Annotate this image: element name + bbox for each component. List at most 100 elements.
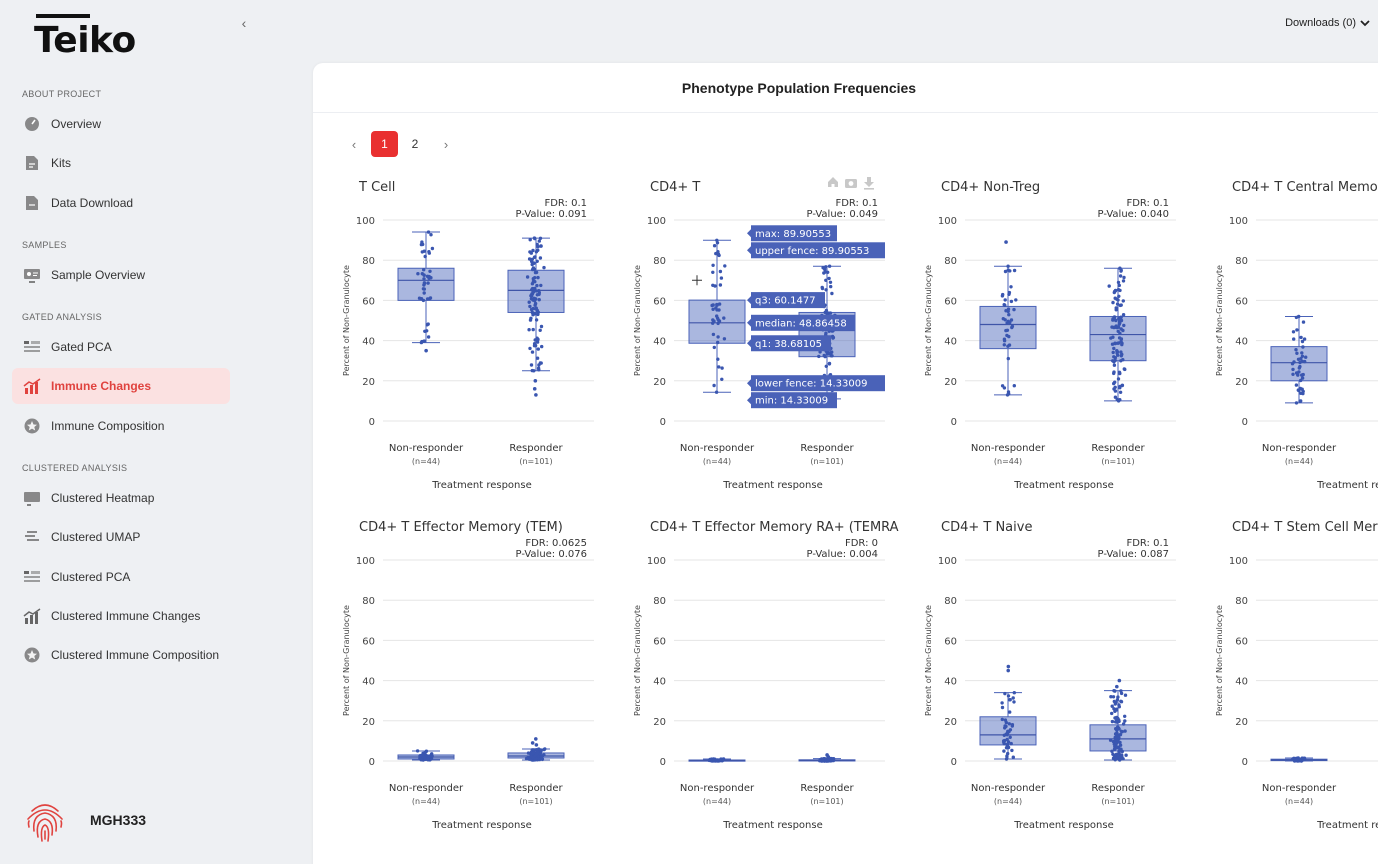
data-point xyxy=(1300,339,1305,344)
y-tick-label: 20 xyxy=(944,377,957,388)
data-point xyxy=(1123,729,1127,733)
box-plot-panel[interactable]: CD4+ T Stem Cell Mer 0 20 40 60 80 100 Percent … xyxy=(1214,513,1378,843)
y-axis-label: Percent of Non-Granulocyte xyxy=(1215,605,1224,716)
project-switcher[interactable]: MGH333 xyxy=(20,795,146,845)
data-point xyxy=(1300,376,1305,380)
data-point xyxy=(536,275,540,280)
data-point xyxy=(426,274,430,279)
data-point xyxy=(533,312,537,316)
data-point xyxy=(1005,328,1010,332)
teiko-logo[interactable]: Teiko xyxy=(34,14,136,61)
y-tick-label: 40 xyxy=(1235,337,1248,348)
prev-page-button[interactable]: ‹ xyxy=(351,136,357,152)
outlier-point xyxy=(534,743,539,747)
sidebar-item-gated-pca[interactable]: Gated PCA xyxy=(12,329,230,365)
sidebar-item-sample-overview[interactable]: Sample Overview xyxy=(12,257,230,293)
box-plot-panel[interactable]: T Cell FDR: 0.1 P-Value: 0.091 0 20 40 60 80 100… xyxy=(341,173,631,503)
box-plot-panel[interactable]: CD4+ Non-Treg FDR: 0.1 P-Value: 0.040 0 20 40… xyxy=(923,173,1213,503)
data-point xyxy=(536,366,541,370)
data-point xyxy=(531,248,535,253)
y-tick-label: 20 xyxy=(1235,377,1248,388)
sidebar-item-immune-composition[interactable]: Immune Composition xyxy=(12,408,230,444)
data-point xyxy=(418,753,423,758)
hover-pointer xyxy=(747,246,751,255)
data-point xyxy=(1117,749,1121,754)
data-point xyxy=(824,288,828,292)
data-point xyxy=(710,757,714,761)
data-point xyxy=(422,291,426,295)
data-point xyxy=(1291,330,1296,334)
y-tick-label: 40 xyxy=(653,337,666,348)
download-icon[interactable] xyxy=(864,177,874,190)
data-point xyxy=(711,321,715,325)
sidebar-item-clustered-heatmap[interactable]: Clustered Heatmap xyxy=(12,480,230,516)
data-point xyxy=(1113,296,1117,300)
data-point xyxy=(426,335,431,339)
section-title: SAMPLES xyxy=(22,240,67,250)
data-point xyxy=(1002,303,1006,307)
project-name: MGH333 xyxy=(90,812,147,828)
sidebar-item-data-download[interactable]: Data Download xyxy=(12,185,230,221)
data-point xyxy=(716,321,720,326)
data-point xyxy=(1113,389,1118,393)
sidebar-item-label: Data Download xyxy=(51,196,134,210)
x-category-count: (n=101) xyxy=(1101,457,1134,466)
pvalue-label: P-Value: 0.076 xyxy=(516,549,587,560)
box-plot-panel[interactable]: CD4+ T Effector Memory (TEM) FDR: 0.0625 P… xyxy=(341,513,631,843)
sidebar-item-label: Immune Composition xyxy=(51,419,165,433)
data-point xyxy=(820,285,824,290)
data-point xyxy=(1113,689,1117,693)
next-page-button[interactable]: › xyxy=(443,136,449,152)
data-point xyxy=(426,281,430,285)
sidebar-item-label: Overview xyxy=(51,117,102,131)
y-axis-label: Percent of Non-Granulocyte xyxy=(924,265,933,376)
hover-label-text: q3: 60.1477 xyxy=(755,296,816,307)
data-point xyxy=(1302,337,1307,341)
box-plot-panel[interactable]: CD4+ T Naive FDR: 0.1 P-Value: 0.087 0 20 40 6… xyxy=(923,513,1213,843)
data-point xyxy=(1118,398,1122,402)
sidebar-item-clustered-umap[interactable]: Clustered UMAP xyxy=(12,519,230,555)
x-category-count: (n=101) xyxy=(519,797,552,806)
x-category-count: (n=44) xyxy=(994,797,1022,806)
data-point xyxy=(1110,342,1115,346)
camera-icon[interactable] xyxy=(845,179,857,188)
data-point xyxy=(824,331,828,335)
data-point xyxy=(525,275,530,279)
data-point xyxy=(422,268,426,272)
sidebar-item-clustered-immune-composition[interactable]: Clustered Immune Composition xyxy=(12,637,230,673)
data-point xyxy=(530,262,534,267)
box-plot-panel[interactable]: CD4+ T Central Memo 0 20 40 60 80 100 Percent o… xyxy=(1214,173,1378,503)
data-point xyxy=(1010,724,1014,728)
box-plot: T Cell FDR: 0.1P-Value: 0.091 0 20 40 60 80 100… xyxy=(342,180,594,491)
sidebar: Teiko ‹ ABOUT PROJECT Overview Kits Data… xyxy=(0,0,312,864)
sidebar-item-kits[interactable]: Kits xyxy=(12,145,230,181)
data-point xyxy=(711,263,715,267)
data-point xyxy=(417,296,422,300)
page-2-button[interactable]: 2 xyxy=(411,137,419,151)
x-category-count: (n=101) xyxy=(810,457,843,466)
outlier-point xyxy=(1117,678,1122,683)
collapse-sidebar-icon[interactable]: ‹ xyxy=(241,15,247,31)
data-point xyxy=(1121,757,1125,761)
sidebar-item-immune-changes[interactable]: Immune Changes xyxy=(12,368,230,404)
sidebar-item-overview[interactable]: Overview xyxy=(12,106,230,142)
sidebar-item-clustered-immune-changes[interactable]: Clustered Immune Changes xyxy=(12,598,230,634)
y-tick-label: 0 xyxy=(660,757,666,768)
outlier-point xyxy=(534,393,538,397)
data-point xyxy=(1109,695,1113,699)
data-point xyxy=(1008,710,1012,714)
data-point xyxy=(828,280,833,284)
downloads-button[interactable]: Downloads (0) xyxy=(1285,17,1370,29)
plot-modebar[interactable] xyxy=(828,177,874,190)
sidebar-item-clustered-pca[interactable]: Clustered PCA xyxy=(12,559,230,595)
page-1-button[interactable]: 1 xyxy=(371,131,398,157)
data-point xyxy=(532,267,537,272)
box-plot-panel[interactable]: CD4+ T FDR: 0.1 P-Value: 0.049 0 20 40 60 80 100… xyxy=(632,173,922,503)
data-point xyxy=(1294,383,1299,387)
box-plot: CD4+ Non-Treg FDR: 0.1P-Value: 0.040 0 20 40… xyxy=(924,180,1176,491)
data-point xyxy=(718,283,723,287)
y-tick-label: 0 xyxy=(1242,417,1248,428)
home-icon[interactable] xyxy=(828,177,838,187)
data-point xyxy=(526,751,531,755)
